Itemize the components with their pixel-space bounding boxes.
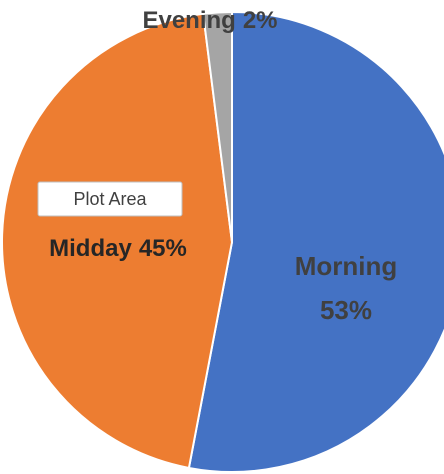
data-label-category: Evening	[142, 7, 235, 34]
data-label: Evening 2%	[142, 7, 277, 34]
tooltip-box	[37, 181, 183, 217]
tooltip: Plot Area	[37, 181, 183, 217]
pie-slice	[187, 10, 444, 473]
data-label-value: 45%	[139, 235, 187, 262]
data-label-value: 2%	[243, 7, 278, 34]
data-labels: Morning 53% Midday 45% Evening 2%	[49, 7, 397, 325]
pie	[1, 10, 444, 473]
pie-slice	[202, 10, 233, 243]
tooltip-text: Plot Area	[73, 189, 147, 209]
data-label: Midday 45%	[49, 235, 187, 262]
data-label-category: Morning	[295, 251, 398, 281]
data-label-category: Midday	[49, 235, 132, 262]
data-label-value: 53%	[320, 295, 372, 325]
pie-slice	[1, 12, 234, 470]
